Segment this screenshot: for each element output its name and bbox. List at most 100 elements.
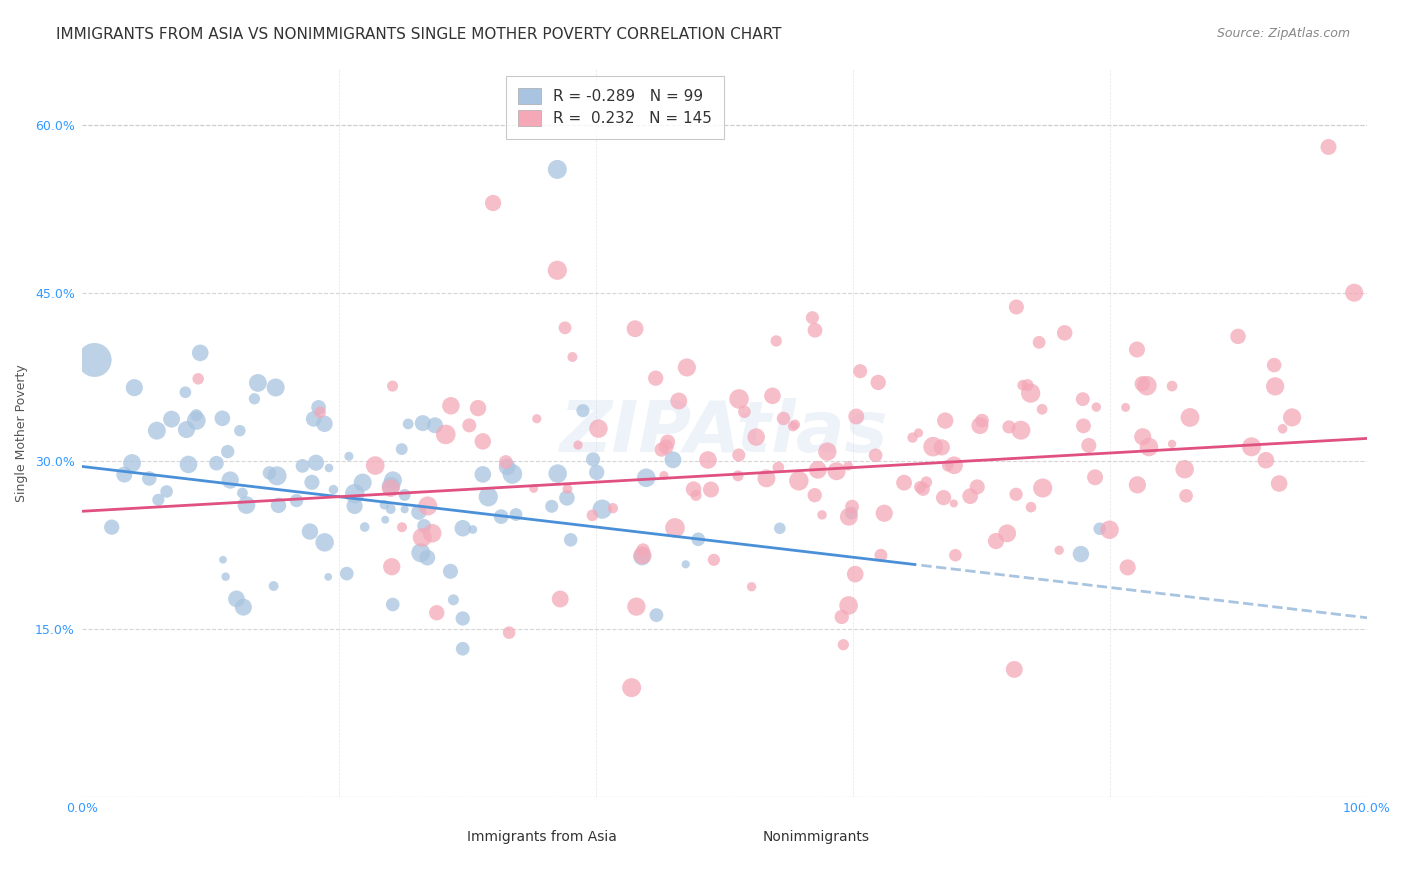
Point bbox=[298, 524, 321, 539]
Point bbox=[1263, 358, 1285, 372]
Point bbox=[451, 641, 474, 656]
Point bbox=[644, 371, 666, 385]
Point bbox=[318, 461, 340, 475]
Point bbox=[1175, 489, 1198, 503]
Point bbox=[266, 468, 288, 483]
Point bbox=[408, 505, 430, 519]
Point bbox=[441, 592, 464, 607]
Point bbox=[682, 482, 704, 496]
Point bbox=[420, 526, 443, 541]
Point bbox=[688, 533, 710, 547]
Point bbox=[1227, 329, 1250, 343]
Text: Source: ZipAtlas.com: Source: ZipAtlas.com bbox=[1216, 27, 1350, 40]
Point bbox=[124, 381, 146, 395]
Point bbox=[591, 502, 613, 516]
Point bbox=[412, 416, 434, 430]
Point bbox=[451, 611, 474, 625]
Point bbox=[416, 499, 439, 513]
Point bbox=[1264, 379, 1286, 393]
Legend: R = -0.289   N = 99, R =  0.232   N = 145: R = -0.289 N = 99, R = 0.232 N = 145 bbox=[506, 76, 724, 138]
Point bbox=[554, 320, 576, 334]
Point bbox=[381, 559, 404, 574]
Point bbox=[868, 376, 890, 390]
Point bbox=[801, 310, 824, 325]
Point bbox=[1136, 378, 1159, 392]
Point bbox=[841, 506, 863, 520]
Point bbox=[364, 458, 387, 473]
Point bbox=[561, 350, 583, 364]
Point bbox=[768, 460, 790, 475]
Point bbox=[505, 508, 527, 522]
Point bbox=[1028, 335, 1050, 350]
Point bbox=[841, 500, 863, 514]
Point bbox=[1077, 438, 1099, 452]
Point bbox=[498, 625, 520, 640]
Point bbox=[176, 423, 198, 437]
Point bbox=[112, 467, 135, 482]
Point bbox=[225, 591, 247, 606]
Point bbox=[391, 520, 413, 534]
Point bbox=[540, 500, 562, 514]
Point bbox=[186, 409, 208, 423]
Point bbox=[1071, 392, 1094, 406]
Point bbox=[676, 360, 699, 375]
Point bbox=[246, 376, 269, 390]
Point bbox=[343, 499, 366, 513]
Point bbox=[482, 196, 505, 211]
Point bbox=[838, 509, 860, 524]
Point bbox=[1088, 522, 1111, 536]
Point bbox=[582, 452, 605, 467]
Point bbox=[394, 502, 416, 516]
Point bbox=[146, 424, 169, 438]
Point bbox=[1271, 422, 1294, 436]
Point bbox=[631, 549, 654, 564]
Point bbox=[557, 482, 579, 496]
Point bbox=[174, 385, 197, 400]
Point bbox=[1084, 470, 1107, 484]
Point bbox=[380, 502, 402, 516]
Point bbox=[394, 488, 416, 502]
Point bbox=[970, 414, 993, 428]
Point bbox=[489, 509, 512, 524]
Point bbox=[301, 475, 323, 490]
Point bbox=[380, 479, 402, 493]
Point bbox=[849, 364, 872, 378]
Point bbox=[219, 473, 242, 487]
Point bbox=[380, 481, 402, 495]
Point bbox=[966, 480, 988, 494]
Point bbox=[984, 534, 1007, 549]
Point bbox=[214, 570, 236, 584]
Point bbox=[264, 380, 287, 394]
Point bbox=[471, 434, 494, 449]
Text: IMMIGRANTS FROM ASIA VS NONIMMIGRANTS SINGLE MOTHER POVERTY CORRELATION CHART: IMMIGRANTS FROM ASIA VS NONIMMIGRANTS SI… bbox=[56, 27, 782, 42]
Point bbox=[560, 533, 582, 547]
Point bbox=[555, 491, 578, 505]
Point bbox=[1010, 423, 1032, 437]
Point bbox=[893, 475, 915, 490]
Point bbox=[825, 464, 848, 478]
Point bbox=[631, 548, 654, 562]
Point bbox=[782, 419, 804, 434]
Point bbox=[727, 448, 749, 462]
Point bbox=[931, 441, 953, 455]
Point bbox=[1053, 326, 1076, 340]
Point bbox=[838, 599, 860, 613]
Point bbox=[755, 471, 778, 485]
Point bbox=[837, 458, 859, 473]
Point bbox=[373, 498, 395, 512]
Point bbox=[934, 414, 956, 428]
Point bbox=[1085, 400, 1108, 414]
Point bbox=[624, 322, 647, 336]
Point bbox=[381, 379, 404, 393]
Point bbox=[1019, 386, 1042, 401]
Point bbox=[100, 520, 122, 534]
Point bbox=[1032, 481, 1054, 495]
Point bbox=[434, 427, 457, 442]
Text: Nonimmigrants: Nonimmigrants bbox=[763, 830, 870, 844]
Point bbox=[870, 549, 893, 563]
Point bbox=[844, 567, 866, 582]
Point bbox=[337, 450, 360, 464]
Point bbox=[655, 440, 678, 454]
Point bbox=[217, 444, 239, 458]
Point bbox=[845, 409, 868, 424]
